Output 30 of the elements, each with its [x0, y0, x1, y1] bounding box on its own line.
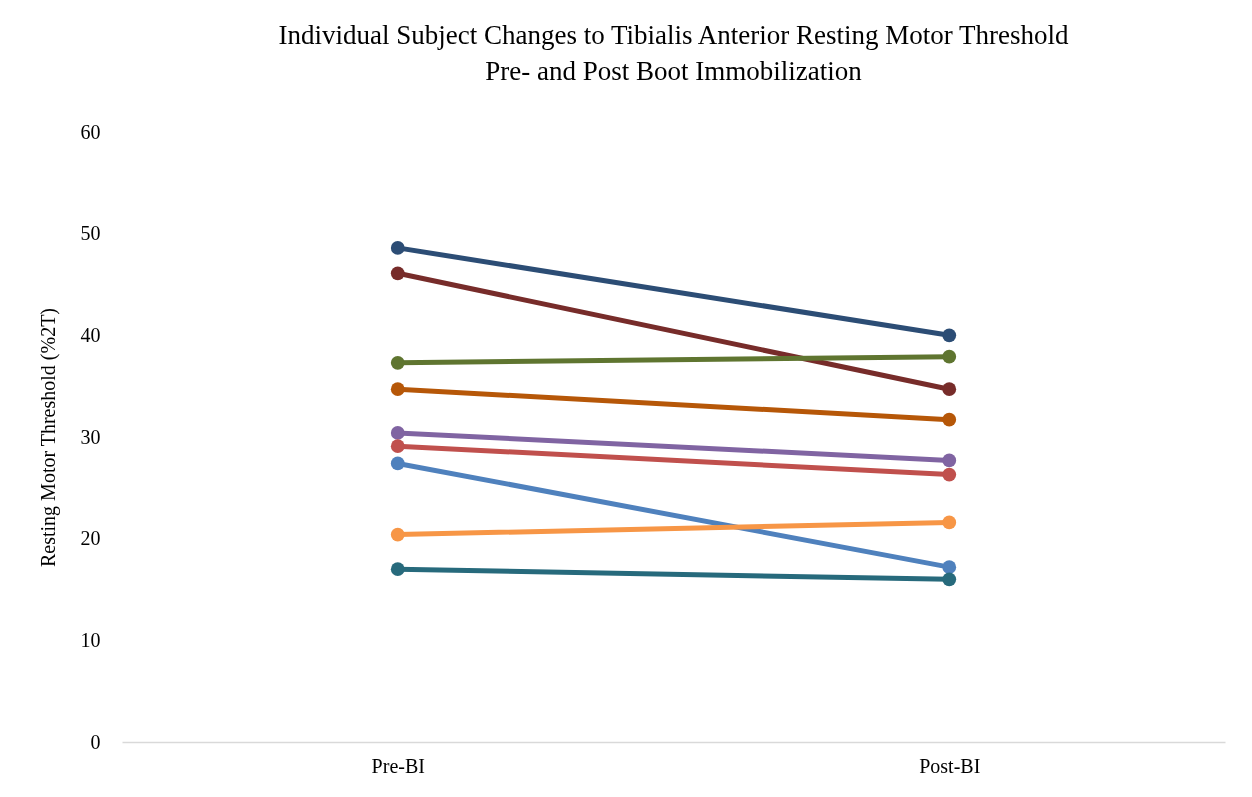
point [942, 572, 957, 587]
y-tick-label: 60 [80, 120, 101, 143]
point [390, 382, 405, 397]
point [390, 355, 405, 370]
x-tick-label: Pre-BI [371, 754, 425, 777]
point [942, 515, 957, 530]
point [390, 439, 405, 454]
point [942, 412, 957, 427]
point [942, 349, 957, 364]
y-axis-title: Resting Motor Threshold (%2T) [36, 307, 60, 568]
point [942, 382, 957, 397]
text: Pre- and Post Boot Immobilization [485, 56, 862, 86]
y-tick-label: 0 [90, 730, 101, 753]
point [390, 562, 405, 577]
y-tick-label: 50 [80, 222, 101, 245]
text: Individual Subject Changes to Tibialis Anterior Resting Motor Threshold [278, 20, 1069, 50]
point [942, 467, 957, 482]
x-tick-label: Post-BI [919, 754, 981, 777]
point [390, 241, 405, 255]
point [390, 456, 405, 471]
y-tick-label: 30 [80, 425, 101, 448]
y-tick-label: 20 [80, 527, 101, 550]
y-tick-label: 40 [80, 323, 101, 346]
point [390, 426, 405, 440]
point [390, 527, 405, 542]
point [942, 328, 957, 343]
y-tick-label: 10 [80, 628, 101, 651]
point [942, 453, 957, 468]
point [390, 266, 405, 281]
point [942, 560, 957, 575]
